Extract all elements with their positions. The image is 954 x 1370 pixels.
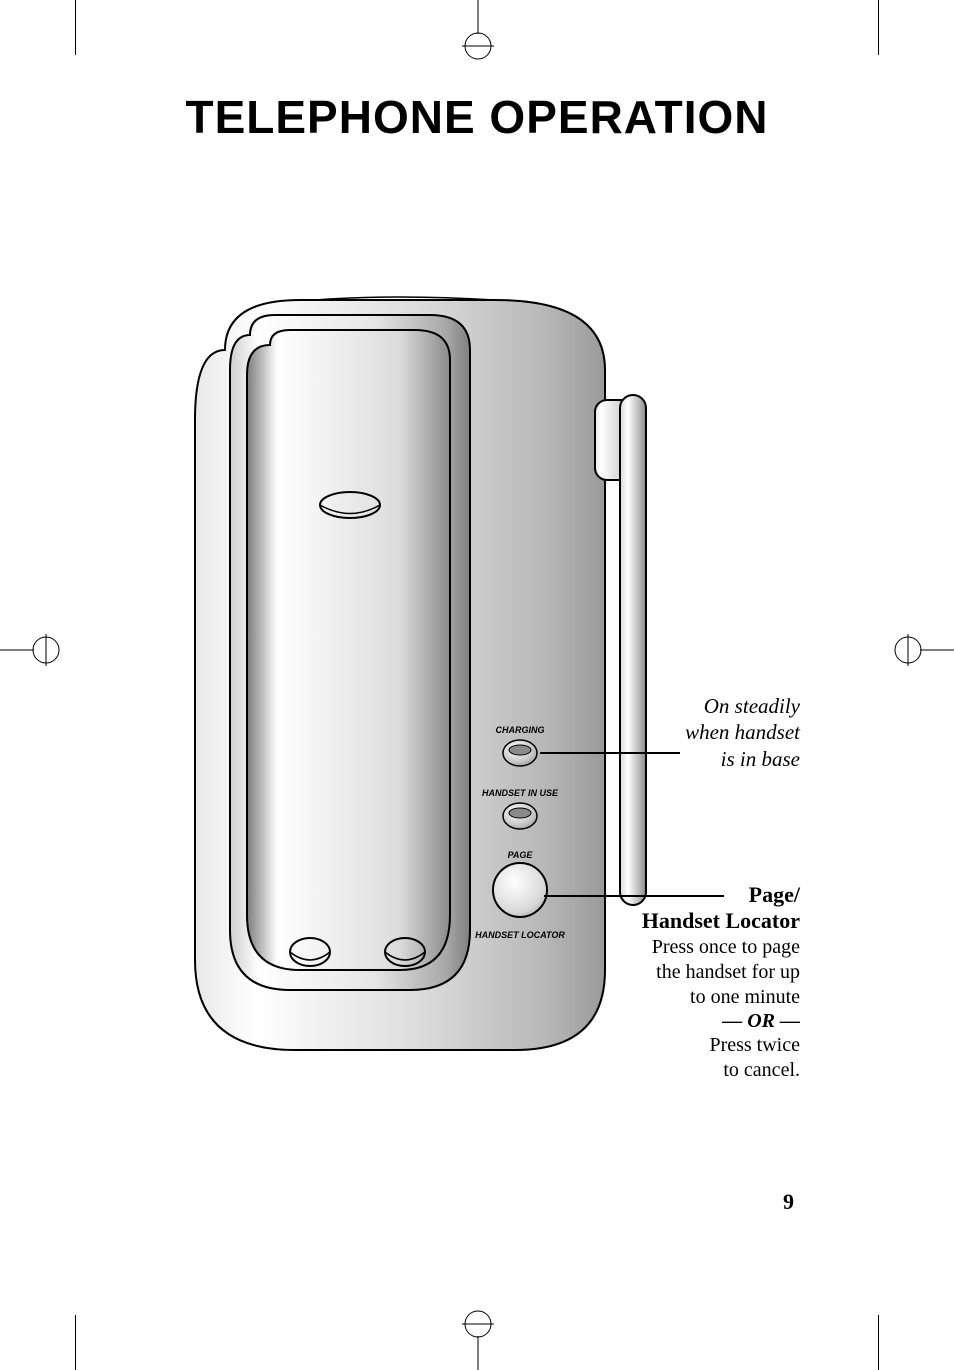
- page-button: [493, 863, 547, 917]
- callout-page-body3: to one minute: [595, 985, 800, 1010]
- callout-charging: On steadily when handset is in base: [630, 693, 800, 772]
- crop-mark-right: [894, 620, 954, 680]
- callout-page-body4: Press twice: [595, 1033, 800, 1058]
- phone-base-illustration: CHARGING HANDSET IN USE PAGE HANDSET LOC…: [165, 290, 665, 1070]
- crop-mark-left: [0, 620, 60, 680]
- callout-page-body2: the handset for up: [595, 960, 800, 985]
- callout-page-leader: [544, 895, 724, 897]
- handset-locator-label: HANDSET LOCATOR: [475, 930, 565, 940]
- callout-charging-line3: is in base: [630, 746, 800, 772]
- callout-charging-line2: when handset: [630, 719, 800, 745]
- trim-line: [878, 1315, 879, 1370]
- trim-line: [75, 0, 76, 55]
- charging-label: CHARGING: [496, 725, 545, 735]
- callout-charging-leader: [540, 752, 680, 754]
- callout-page-or: — OR —: [595, 1010, 800, 1033]
- page-number: 9: [783, 1189, 794, 1215]
- callout-page-body1: Press once to page: [595, 935, 800, 960]
- crop-mark-top: [448, 0, 508, 60]
- page-label: PAGE: [508, 850, 534, 860]
- crop-mark-bottom: [448, 1310, 508, 1370]
- callout-page-heading2: Handset Locator: [595, 908, 800, 934]
- trim-line: [878, 0, 879, 55]
- callout-page-body5: to cancel.: [595, 1058, 800, 1083]
- trim-line: [75, 1315, 76, 1370]
- page-title: TELEPHONE OPERATION: [0, 90, 954, 144]
- handset-in-use-label: HANDSET IN USE: [482, 788, 559, 798]
- callout-charging-line1: On steadily: [630, 693, 800, 719]
- callout-page-locator: Page/ Handset Locator Press once to page…: [595, 882, 800, 1083]
